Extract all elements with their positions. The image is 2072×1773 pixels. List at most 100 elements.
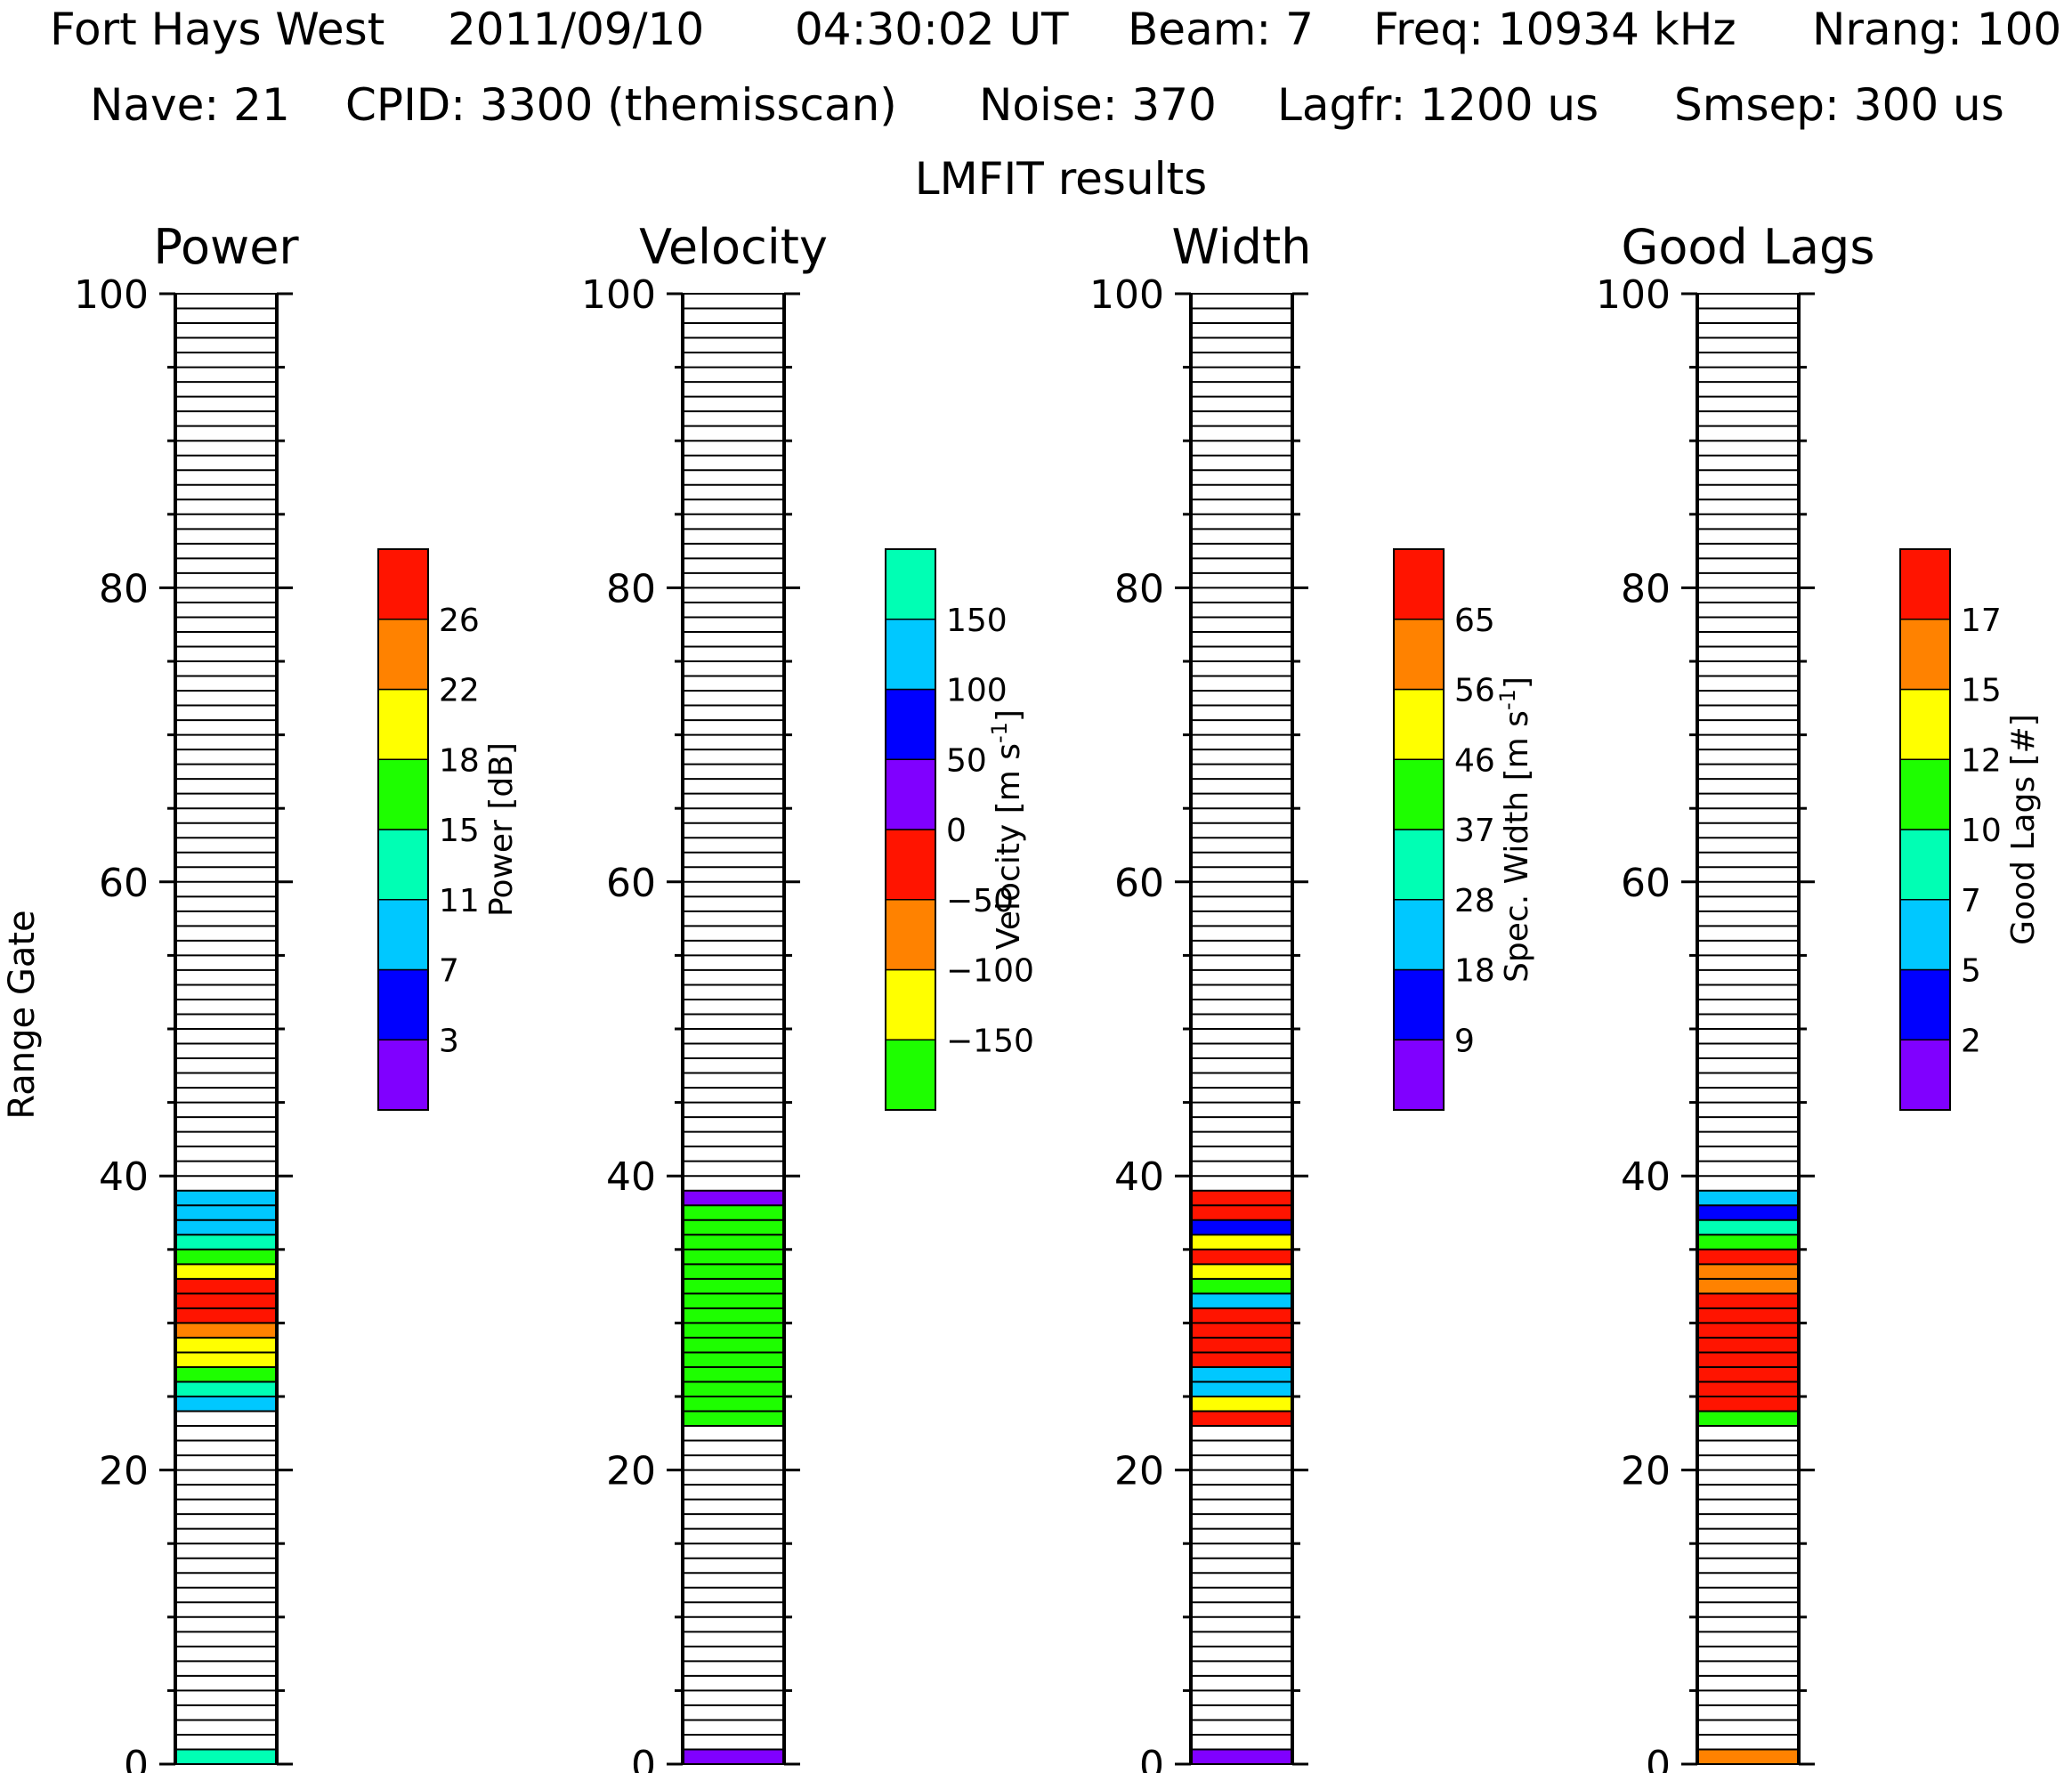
colorbar-segment: [1393, 968, 1445, 1040]
colorbar-tick-label: 26: [439, 603, 480, 639]
colorbar-label-text: Power [dB]: [483, 742, 520, 917]
colorbar-frame: [377, 548, 429, 1111]
colorbar-tick-label: 0: [946, 813, 967, 849]
gate-cell-28: [683, 1337, 784, 1353]
colorbar-tick-label: 10: [1961, 813, 2002, 849]
figure-header: Fort Hays West 2011/09/10 04:30:02 UT Be…: [50, 4, 2061, 205]
colorbar-segment: [885, 548, 936, 620]
colorbar-tick-label: 3: [439, 1023, 459, 1059]
gate-cell-0: [1697, 1749, 1799, 1764]
y-tick-label: 100: [1089, 272, 1164, 318]
gate-cell-37: [1697, 1205, 1799, 1220]
gate-cell-0: [1191, 1749, 1292, 1764]
colorbar-tick-label: 65: [1454, 603, 1495, 639]
colorbar-tick-label: 50: [946, 742, 987, 779]
colorbar-tick-label: 7: [1961, 883, 1981, 919]
colorbar-segment: [1899, 1039, 1951, 1111]
gate-cell-33: [683, 1264, 784, 1279]
colorbar-tick-label: 17: [1961, 603, 2002, 639]
y-tick-label: 60: [606, 861, 656, 906]
gate-cell-35: [1191, 1235, 1292, 1250]
colorbar-label: Velocity [m s-1]: [987, 709, 1027, 950]
gate-cell-27: [1697, 1352, 1799, 1367]
gate-cell-38: [1697, 1190, 1799, 1206]
colorbar-segment: [1899, 619, 1951, 691]
panel-title: Width: [1172, 219, 1312, 275]
panel-good-lags: Good Lags 0 20 40 60 80 100 2 5 7 10 12 15 17 Good Lag…: [1596, 219, 2042, 1773]
colorbar-tick-label: 7: [439, 953, 459, 990]
gate-cell-29: [175, 1323, 277, 1338]
gate-cell-34: [1191, 1249, 1292, 1265]
gate-cell-34: [683, 1249, 784, 1265]
colorbar-tick-label: 18: [439, 742, 480, 779]
y-tick-label: 40: [1114, 1154, 1164, 1200]
colorbar: 2 5 7 10 12 15 17 Good Lags [#]: [1899, 548, 2042, 1111]
gate-cell-31: [1191, 1293, 1292, 1308]
colorbar-segment: [885, 1039, 936, 1111]
colorbar-tick-label: 2: [1961, 1023, 1981, 1059]
colorbar-segment: [1393, 548, 1445, 620]
header-beam: Beam: 7: [1128, 4, 1314, 55]
y-tick-label: 60: [99, 861, 149, 906]
y-tick-label: 0: [1646, 1743, 1671, 1773]
colorbar-segment: [1899, 968, 1951, 1040]
colorbar-label-end: ]: [1499, 676, 1535, 689]
colorbar: −150 −100 −50 0 50 100 150 Velocity [m s-1]: [885, 548, 1034, 1111]
gate-cell-28: [1191, 1337, 1292, 1353]
y-tick-label: 20: [99, 1449, 149, 1494]
y-tick-label: 100: [74, 272, 149, 318]
gate-cell-30: [683, 1307, 784, 1324]
colorbar-label-text: Spec. Width [m s: [1499, 710, 1535, 983]
colorbar-segment: [885, 758, 936, 830]
gate-cell-27: [683, 1352, 784, 1367]
y-tick-label: 20: [1114, 1449, 1164, 1494]
colorbar-segment: [1393, 829, 1445, 901]
y-tick-label: 40: [606, 1154, 656, 1200]
colorbar-label-sup: -1: [1495, 689, 1520, 710]
colorbar-segment: [885, 968, 936, 1040]
gate-cell-31: [1697, 1293, 1799, 1308]
gate-cell-33: [1191, 1264, 1292, 1279]
colorbar-tick-label: 150: [946, 603, 1008, 639]
colorbar-segment: [377, 548, 429, 620]
colorbar-label-end: ]: [991, 709, 1027, 722]
gate-cell-24: [175, 1397, 277, 1412]
panel-power: Power 0 20 40 60 80 100 3 7 11 15 18 22 26 Power [dB]: [74, 219, 520, 1773]
colorbar-segment: [377, 619, 429, 691]
colorbar-label: Good Lags [#]: [2005, 714, 2042, 945]
colorbar-tick-label: 15: [439, 813, 480, 849]
colorbar-label-text: Good Lags [#]: [2005, 714, 2042, 945]
y-axis-label: Range Gate: [2, 910, 43, 1119]
y-tick-label: 80: [1621, 566, 1671, 611]
gate-cell-38: [683, 1190, 784, 1206]
gate-cell-28: [1697, 1337, 1799, 1353]
header-subtitle: LMFIT results: [915, 153, 1207, 205]
colorbar-segment: [1899, 548, 1951, 620]
colorbar-frame: [1393, 548, 1445, 1111]
colorbar-segment: [1393, 758, 1445, 830]
gate-cell-23: [1191, 1411, 1292, 1427]
colorbar: 3 7 11 15 18 22 26 Power [dB]: [377, 548, 520, 1111]
gate-cell-23: [1697, 1411, 1799, 1427]
colorbar-segment: [885, 899, 936, 971]
colorbar-segment: [1393, 688, 1445, 760]
gate-cell-30: [1697, 1307, 1799, 1324]
colorbar-segment: [1393, 1039, 1445, 1111]
gate-cell-26: [1191, 1366, 1292, 1382]
header-lagfr: Lagfr: 1200 us: [1277, 79, 1599, 131]
gate-cell-36: [1697, 1219, 1799, 1235]
colorbar-tick-label: 12: [1961, 742, 2002, 779]
colorbar-segment: [885, 688, 936, 760]
gate-cell-32: [175, 1278, 277, 1294]
colorbar-tick-label: 22: [439, 673, 480, 709]
gate-cell-33: [175, 1264, 277, 1279]
colorbar-tick-label: 15: [1961, 673, 2002, 709]
y-tick-label: 40: [1621, 1154, 1671, 1200]
gate-cell-37: [683, 1205, 784, 1220]
panel-width: Width 0 20 40 60 80 100 9 18 28 37 46 56 65 Spec. Widt…: [1089, 219, 1535, 1773]
panel-title: Velocity: [639, 219, 828, 275]
y-tick-label: 20: [1621, 1449, 1671, 1494]
header-noise: Noise: 370: [979, 79, 1217, 131]
gate-cell-31: [175, 1293, 277, 1308]
colorbar-segment: [1393, 899, 1445, 971]
